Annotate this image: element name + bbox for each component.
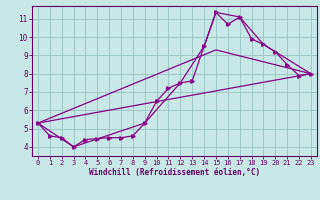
X-axis label: Windchill (Refroidissement éolien,°C): Windchill (Refroidissement éolien,°C) — [89, 168, 260, 177]
